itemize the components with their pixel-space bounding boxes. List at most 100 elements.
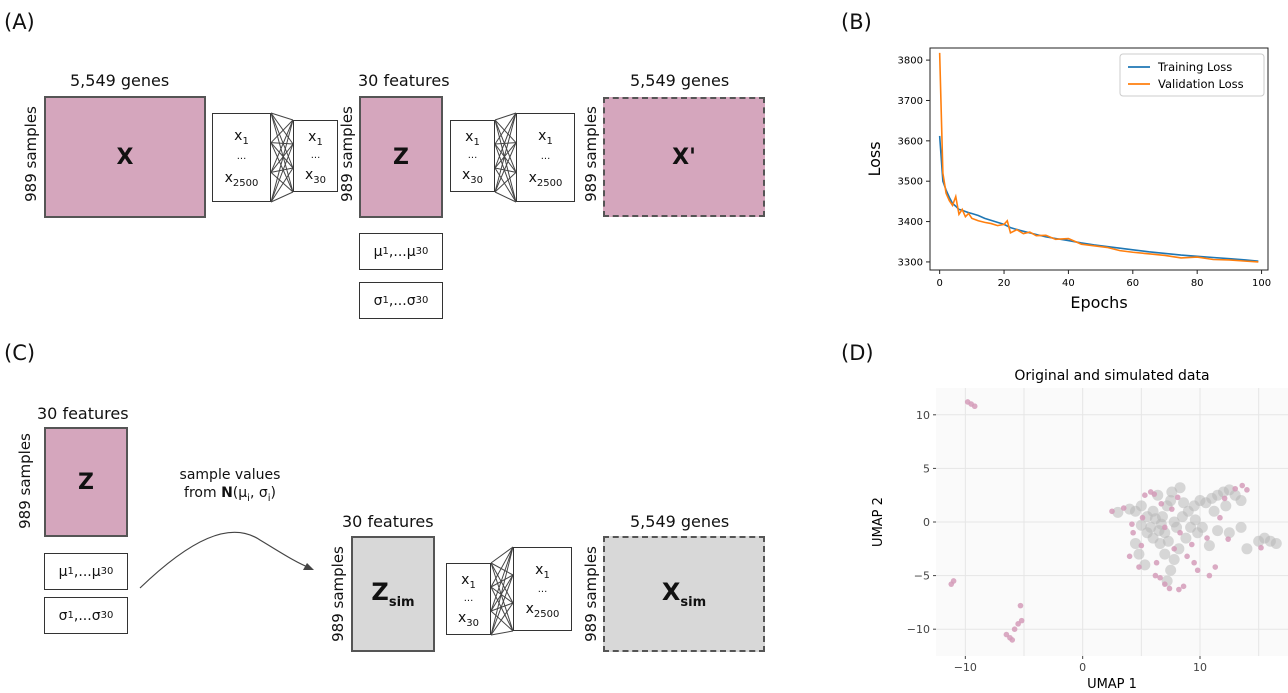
- connection-line: [270, 142, 294, 193]
- connection-line: [270, 142, 294, 145]
- simulated-point: [1166, 486, 1178, 498]
- layer-ellipsis: ...: [463, 593, 474, 604]
- original-point: [1129, 521, 1135, 527]
- cz-samples-label: 989 samples: [16, 433, 34, 529]
- connection-line: [270, 119, 294, 173]
- connection-line: [270, 112, 294, 169]
- y-axis-label: UMAP 2: [871, 497, 886, 547]
- layer-ellipsis: ...: [540, 151, 551, 162]
- connection-line: [270, 119, 294, 203]
- xprime-genes-label: 5,549 genes: [630, 71, 730, 90]
- simulated-point: [1235, 521, 1247, 533]
- c-decoder-layer-1: x1 ... x30: [446, 563, 491, 635]
- simulated-point: [1159, 527, 1171, 539]
- sample-arrow: [139, 531, 311, 589]
- encoder-layer-2: x1 ... x30: [293, 120, 338, 192]
- connection-line: [270, 143, 294, 173]
- xsim-matrix: Xsim: [603, 536, 765, 652]
- layer-ellipsis: ...: [236, 151, 247, 162]
- connection-line: [494, 112, 517, 121]
- simulated-point: [1241, 543, 1253, 555]
- connection-line: [490, 610, 514, 632]
- connection-line: [494, 112, 517, 193]
- simulated-point: [1159, 548, 1171, 560]
- zsim-features-label: 30 features: [342, 512, 434, 531]
- y-tick-label: 3600: [898, 136, 923, 147]
- panel-label-b: (B): [841, 10, 872, 34]
- connection-line: [494, 142, 517, 169]
- layer-top-label: x1: [538, 128, 553, 147]
- layer-bottom-label: x30: [457, 610, 480, 629]
- x-matrix-label: X: [116, 144, 134, 170]
- sample-values-line2: from N(μi, σi): [184, 485, 276, 504]
- cz-matrix: Z: [44, 427, 128, 537]
- original-point: [1153, 559, 1160, 566]
- connection-line: [270, 191, 294, 203]
- connection-line: [270, 112, 294, 193]
- original-point: [1184, 553, 1190, 560]
- original-point: [1171, 546, 1177, 552]
- x-genes-label: 5,549 genes: [70, 71, 170, 90]
- original-point: [1158, 500, 1165, 507]
- original-point: [1177, 529, 1183, 536]
- original-point: [1239, 482, 1246, 489]
- y-tick-label: 5: [923, 462, 930, 475]
- simulated-point: [1270, 537, 1282, 549]
- simulated-point: [1135, 519, 1147, 531]
- original-point: [1142, 492, 1148, 498]
- layer-bottom-label: x30: [304, 167, 327, 186]
- connection-line: [270, 119, 294, 144]
- x-tick-label: 100: [1252, 278, 1271, 289]
- decoder-layer-1: x1 ... x30: [450, 120, 495, 192]
- connection-line: [490, 574, 514, 588]
- plot-frame: [929, 47, 1269, 271]
- original-point: [1225, 536, 1231, 542]
- layer-ellipsis: ...: [310, 150, 321, 161]
- connection-line: [494, 142, 517, 145]
- layer-bottom-label: x2500: [528, 170, 563, 189]
- connection-line: [490, 562, 514, 576]
- series-line-training: [938, 135, 1259, 262]
- y-tick-label: 3500: [898, 177, 923, 188]
- x-tick-label: 60: [1126, 278, 1139, 289]
- original-point: [1180, 583, 1187, 590]
- y-tick-label: −10: [907, 623, 930, 636]
- original-point: [1109, 508, 1115, 515]
- original-point: [1157, 574, 1163, 581]
- original-point: [1007, 634, 1013, 641]
- x-tick-label: 0: [936, 278, 942, 289]
- original-point: [1147, 489, 1154, 495]
- connection-line: [494, 112, 517, 169]
- zsim-samples-label: 989 samples: [329, 546, 347, 642]
- original-point: [1138, 542, 1145, 549]
- network-connections: [139, 112, 517, 636]
- x-axis-label: UMAP 1: [1087, 677, 1137, 692]
- connection-line: [494, 119, 517, 203]
- connection-line: [490, 546, 514, 636]
- connection-line: [490, 546, 514, 564]
- sample-values-line1: sample values: [179, 467, 281, 483]
- zsim-matrix: Zsim: [351, 536, 435, 652]
- connection-line: [494, 119, 517, 173]
- connection-line: [490, 602, 514, 636]
- simulated-point: [1139, 559, 1151, 571]
- cz-matrix-label: Z: [78, 469, 94, 495]
- y-axis-label: Loss: [865, 141, 884, 176]
- original-point: [1136, 564, 1142, 570]
- simulated-point: [1141, 527, 1153, 539]
- original-point: [1139, 514, 1146, 521]
- x-tick-label: 10: [1193, 661, 1207, 674]
- original-point: [1130, 529, 1136, 536]
- connection-line: [490, 546, 514, 612]
- connection-line: [270, 167, 294, 173]
- simulated-point: [1165, 495, 1177, 507]
- original-point: [1162, 524, 1168, 531]
- simulated-point: [1223, 527, 1235, 539]
- layer-top-label: x1: [535, 562, 550, 581]
- y-tick-label: 0: [923, 516, 930, 529]
- simulated-point: [1203, 540, 1215, 552]
- original-point: [1191, 559, 1197, 566]
- x-tick-label: −10: [954, 661, 977, 674]
- original-point: [1221, 495, 1228, 502]
- panel-label-d: (D): [841, 341, 874, 365]
